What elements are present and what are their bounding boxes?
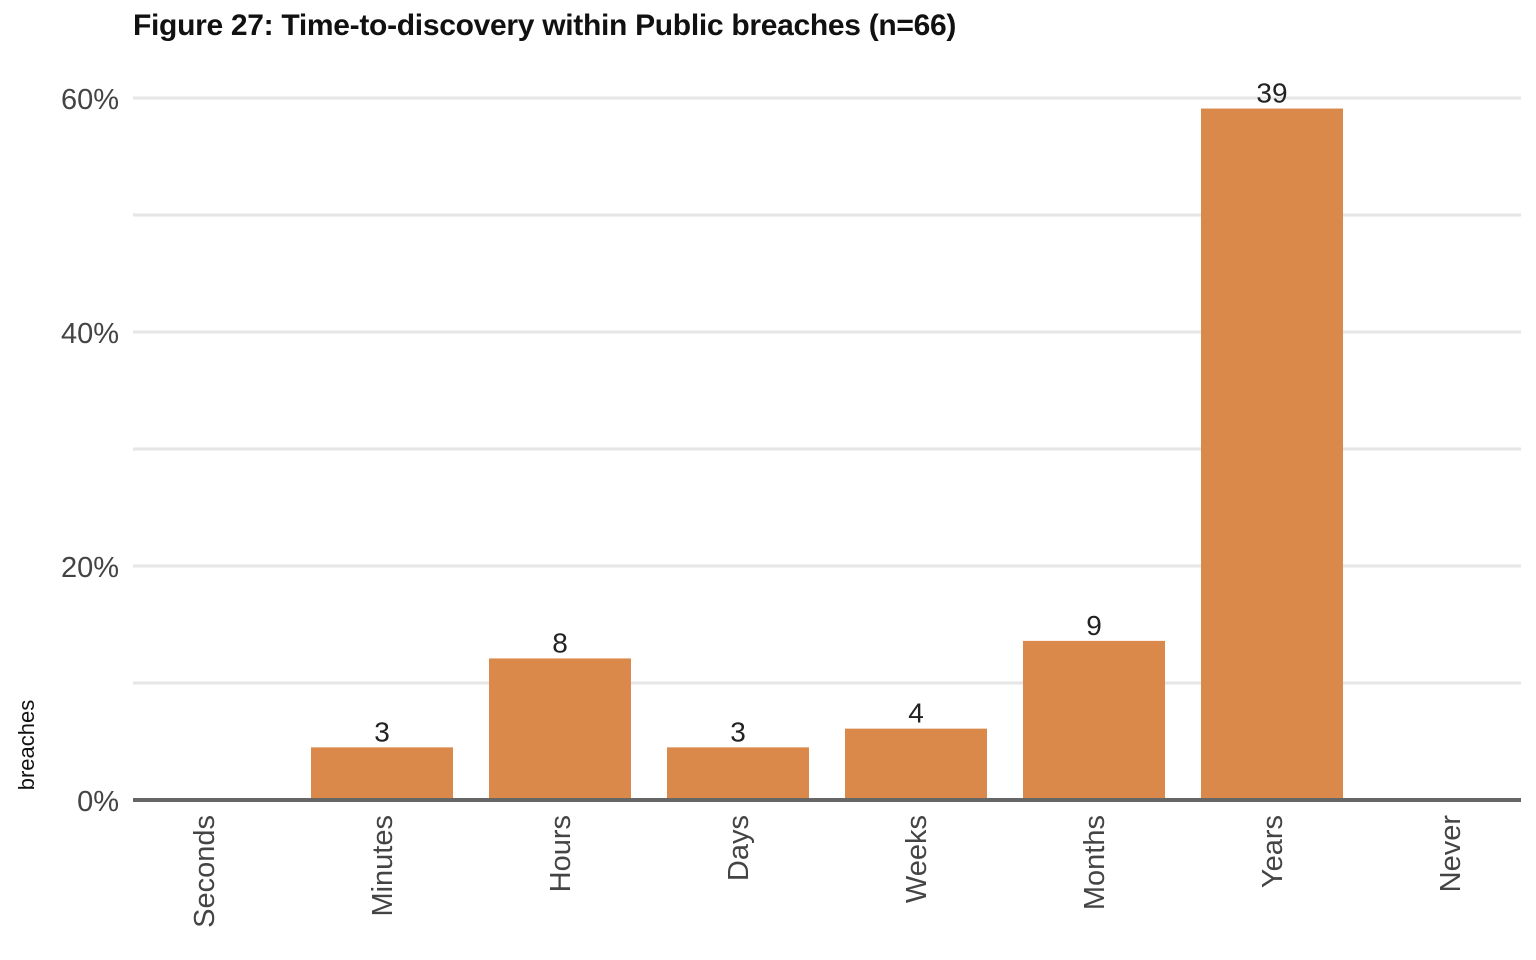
x-tick-label-never: Never: [1435, 815, 1467, 893]
data-label-weeks: 4: [908, 698, 924, 729]
y-tick-label: 60%: [61, 84, 119, 116]
y-tick-label: 40%: [61, 318, 119, 350]
bar-years: [1201, 108, 1343, 800]
x-tick-label-hours: Hours: [545, 815, 577, 892]
x-tick-label-days: Days: [723, 815, 755, 881]
bar-months: [1023, 640, 1165, 800]
y-tick-label: 20%: [61, 552, 119, 584]
chart-title: Figure 27: Time-to-discovery within Publ…: [133, 9, 957, 42]
y-tick-label: 0%: [77, 786, 119, 818]
x-tick-label-years: Years: [1257, 815, 1289, 888]
x-tick-label-weeks: Weeks: [901, 815, 933, 903]
x-tick-label-minutes: Minutes: [367, 815, 399, 917]
x-axis-ticks: Seconds Minutes Hours Days Weeks Months Years N…: [189, 815, 1467, 928]
x-tick-label-months: Months: [1079, 815, 1111, 910]
data-label-hours: 8: [552, 627, 568, 658]
y-axis-title: breaches: [14, 700, 39, 791]
data-label-years: 39: [1256, 78, 1287, 109]
gridlines: [133, 96, 1521, 685]
bar-days: [667, 747, 809, 800]
bars: [311, 108, 1343, 800]
x-tick-label-seconds: Seconds: [189, 815, 221, 928]
data-label-minutes: 3: [374, 716, 390, 747]
data-labels: 3 8 3 4 9 39: [374, 78, 1287, 748]
bar-minutes: [311, 747, 453, 800]
y-axis-ticks: 0% 20% 40% 60%: [61, 84, 119, 818]
data-label-days: 3: [730, 716, 746, 747]
bar-hours: [489, 658, 631, 800]
bar-weeks: [845, 728, 987, 800]
data-label-months: 9: [1086, 610, 1102, 641]
